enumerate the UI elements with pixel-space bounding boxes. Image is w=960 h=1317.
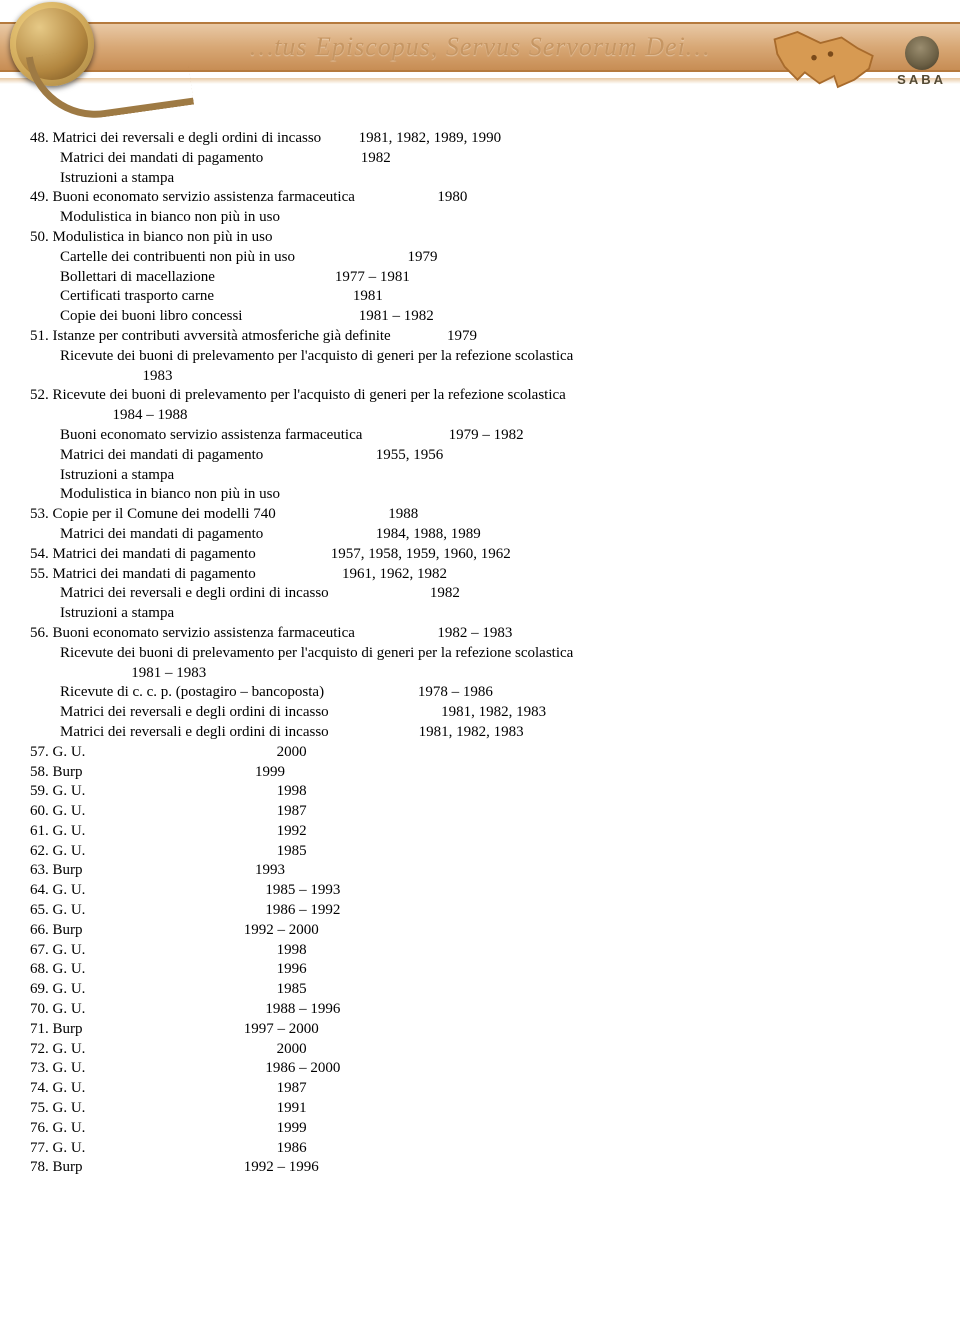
document-line: 66. Burp 1992 – 2000 [30, 921, 930, 941]
document-line: 69. G. U. 1985 [30, 980, 930, 1000]
document-line: Cartelle dei contribuenti non più in uso… [30, 248, 930, 268]
wax-seal-icon [10, 2, 130, 122]
document-line: Matrici dei reversali e degli ordini di … [30, 703, 930, 723]
document-line: 57. G. U. 2000 [30, 743, 930, 763]
document-line: Bollettari di macellazione 1977 – 1981 [30, 268, 930, 288]
document-line: 61. G. U. 1992 [30, 822, 930, 842]
document-line: 64. G. U. 1985 – 1993 [30, 881, 930, 901]
document-line: Modulistica in bianco non più in uso [30, 485, 930, 505]
header-latin-text: …tus Episcopus, Servus Servorum Dei… [250, 32, 710, 62]
document-line: Matrici dei reversali e degli ordini di … [30, 584, 930, 604]
document-line: Ricevute dei buoni di prelevamento per l… [30, 347, 930, 367]
document-line: 71. Burp 1997 – 2000 [30, 1020, 930, 1040]
document-line: Ricevute dei buoni di prelevamento per l… [30, 644, 930, 664]
page-header: …tus Episcopus, Servus Servorum Dei… SAB… [0, 0, 960, 125]
document-body: 48. Matrici dei reversali e degli ordini… [0, 125, 960, 1198]
document-line: 56. Buoni economato servizio assistenza … [30, 624, 930, 644]
document-line: 1981 – 1983 [30, 664, 930, 684]
document-line: Certificati trasporto carne 1981 [30, 287, 930, 307]
document-line: 58. Burp 1999 [30, 763, 930, 783]
document-line: 51. Istanze per contributi avversità atm… [30, 327, 930, 347]
document-line: Modulistica in bianco non più in uso [30, 208, 930, 228]
document-line: Matrici dei mandati di pagamento 1955, 1… [30, 446, 930, 466]
document-line: 53. Copie per il Comune dei modelli 740 … [30, 505, 930, 525]
document-line: 74. G. U. 1987 [30, 1079, 930, 1099]
region-map-icon [770, 22, 880, 97]
document-line: Copie dei buoni libro concessi 1981 – 19… [30, 307, 930, 327]
document-line: 63. Burp 1993 [30, 861, 930, 881]
document-line: 1983 [30, 367, 930, 387]
document-line: Istruzioni a stampa [30, 604, 930, 624]
document-line: 55. Matrici dei mandati di pagamento 196… [30, 565, 930, 585]
document-line: 67. G. U. 1998 [30, 941, 930, 961]
document-line: Buoni economato servizio assistenza farm… [30, 426, 930, 446]
document-line: 65. G. U. 1986 – 1992 [30, 901, 930, 921]
saba-logo: SABA [897, 36, 946, 87]
saba-text: SABA [897, 72, 946, 87]
document-line: 1984 – 1988 [30, 406, 930, 426]
document-line: Istruzioni a stampa [30, 466, 930, 486]
document-line: 48. Matrici dei reversali e degli ordini… [30, 129, 930, 149]
document-line: 77. G. U. 1986 [30, 1139, 930, 1159]
document-line: 49. Buoni economato servizio assistenza … [30, 188, 930, 208]
document-line: 78. Burp 1992 – 1996 [30, 1158, 930, 1178]
document-line: 62. G. U. 1985 [30, 842, 930, 862]
document-line: 75. G. U. 1991 [30, 1099, 930, 1119]
document-line: 73. G. U. 1986 – 2000 [30, 1059, 930, 1079]
document-line: 50. Modulistica in bianco non più in uso [30, 228, 930, 248]
document-line: 52. Ricevute dei buoni di prelevamento p… [30, 386, 930, 406]
document-line: 76. G. U. 1999 [30, 1119, 930, 1139]
saba-emblem-icon [905, 36, 939, 70]
document-line: Ricevute di c. c. p. (postagiro – bancop… [30, 683, 930, 703]
document-line: 60. G. U. 1987 [30, 802, 930, 822]
document-line: 54. Matrici dei mandati di pagamento 195… [30, 545, 930, 565]
document-line: Matrici dei reversali e degli ordini di … [30, 723, 930, 743]
document-line: 68. G. U. 1996 [30, 960, 930, 980]
document-line: 72. G. U. 2000 [30, 1040, 930, 1060]
document-line: 70. G. U. 1988 – 1996 [30, 1000, 930, 1020]
document-line: Matrici dei mandati di pagamento 1984, 1… [30, 525, 930, 545]
document-line: Matrici dei mandati di pagamento 1982 [30, 149, 930, 169]
document-line: Istruzioni a stampa [30, 169, 930, 189]
document-line: 59. G. U. 1998 [30, 782, 930, 802]
